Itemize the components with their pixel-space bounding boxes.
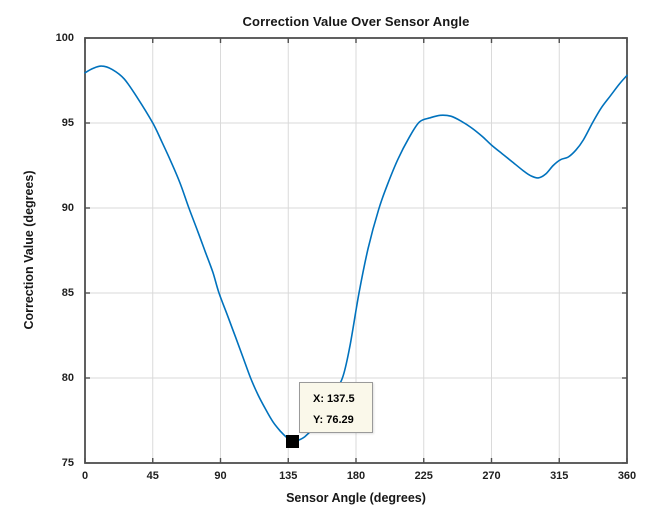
chart-title: Correction Value Over Sensor Angle <box>242 14 470 29</box>
x-axis-label: Sensor Angle (degrees) <box>286 491 426 505</box>
x-tick-label: 90 <box>214 470 227 482</box>
x-tick-label: 0 <box>81 470 89 482</box>
datatip-x-value: X: 137.5 <box>313 393 355 406</box>
x-tick-label: 225 <box>414 470 433 482</box>
y-tick-label: 75 <box>61 457 74 469</box>
datatip-y-value: Y: 76.29 <box>313 414 354 427</box>
x-tick-label: 45 <box>146 470 159 482</box>
x-tick-label: 270 <box>482 470 501 482</box>
y-tick-label: 95 <box>61 117 74 129</box>
x-tick-label: 135 <box>279 470 298 482</box>
x-tick-label: 315 <box>550 470 569 482</box>
x-tick-label: 180 <box>346 470 366 482</box>
y-tick-label: 85 <box>61 287 74 299</box>
y-axis-label: Correction Value (degrees) <box>22 170 36 330</box>
y-tick-label: 90 <box>61 202 74 214</box>
axes-frame <box>84 37 628 464</box>
datatip-tooltip[interactable]: X: 137.5 Y: 76.29 <box>299 382 373 434</box>
y-tick-label: 100 <box>55 32 74 44</box>
x-tick-label: 360 <box>617 470 637 482</box>
y-tick-label: 80 <box>61 372 74 384</box>
data-series-line[interactable] <box>84 65 628 443</box>
datatip-marker[interactable] <box>285 434 299 448</box>
